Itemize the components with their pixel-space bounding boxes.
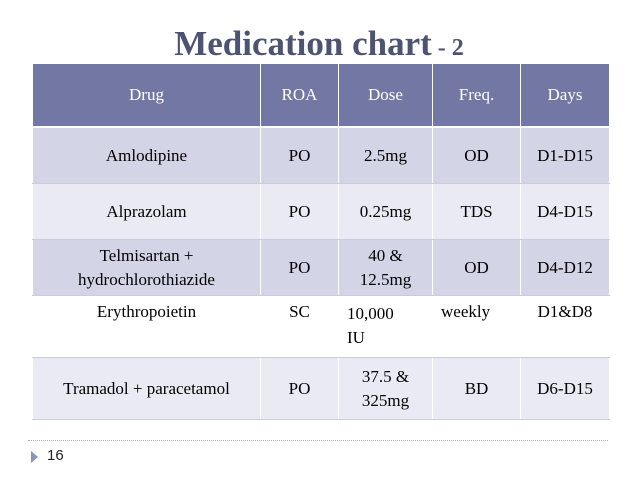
slide-title-sub: - 2 <box>431 35 464 61</box>
cell-roa: PO <box>260 183 339 240</box>
cell-dose: 2.5mg <box>338 127 433 184</box>
cell-roa: PO <box>260 239 339 296</box>
table-row: Amlodipine PO 2.5mg OD D1-D15 <box>32 127 610 184</box>
cell-freq: TDS <box>432 183 521 240</box>
cell-drug: Amlodipine <box>32 127 261 184</box>
header-drug: Drug <box>32 64 261 128</box>
cell-roa: PO <box>260 357 339 420</box>
slide-title: Medication chart - 2 <box>0 24 638 64</box>
cell-dose-line2: 12.5mg <box>359 269 412 289</box>
cell-dose: 10,000 IU <box>338 295 433 358</box>
cell-days: D4-D15 <box>520 183 610 240</box>
cell-drug: Telmisartan + hydrochlorothiazide <box>32 239 261 296</box>
cell-drug-line2: hydrochlorothiazide <box>78 269 215 289</box>
cell-drug: Erythropoietin <box>32 295 261 358</box>
cell-dose: 40 & 12.5mg <box>338 239 433 296</box>
triangle-bullet-icon <box>31 451 38 463</box>
table-row: Telmisartan + hydrochlorothiazide PO 40 … <box>32 239 610 296</box>
cell-roa: PO <box>260 127 339 184</box>
cell-drug: Alprazolam <box>32 183 261 240</box>
cell-freq: weekly <box>432 295 521 358</box>
cell-drug-line1: Telmisartan + <box>99 245 194 265</box>
cell-dose-line1: 40 & <box>368 245 403 265</box>
cell-dose-line2: 325mg <box>361 390 410 410</box>
table-header-row: Drug ROA Dose Freq. Days <box>32 64 610 128</box>
cell-freq: OD <box>432 127 521 184</box>
table-row: Erythropoietin SC 10,000 IU weekly D1&D8 <box>32 295 610 358</box>
cell-days: D1&D8 <box>520 295 610 358</box>
table-row: Tramadol + paracetamol PO 37.5 & 325mg B… <box>32 357 610 420</box>
header-freq: Freq. <box>432 64 521 128</box>
cell-roa: SC <box>260 295 339 358</box>
header-dose: Dose <box>338 64 433 128</box>
cell-dose: 0.25mg <box>338 183 433 240</box>
cell-days: D6-D15 <box>520 357 610 420</box>
slide-title-main: Medication chart <box>174 24 432 63</box>
header-roa: ROA <box>260 64 339 128</box>
cell-freq: BD <box>432 357 521 420</box>
table-row: Alprazolam PO 0.25mg TDS D4-D15 <box>32 183 610 240</box>
slide-number: 16 <box>47 447 64 464</box>
cell-dose-line1: 37.5 & <box>361 366 410 386</box>
footer-divider <box>28 440 608 441</box>
cell-freq: OD <box>432 239 521 296</box>
medication-table: Drug ROA Dose Freq. Days Amlodipine PO 2… <box>32 64 610 420</box>
cell-days: D1-D15 <box>520 127 610 184</box>
cell-days: D4-D12 <box>520 239 610 296</box>
cell-dose-line1: 10,000 <box>347 304 394 323</box>
header-days: Days <box>520 64 610 128</box>
cell-drug: Tramadol + paracetamol <box>32 357 261 420</box>
cell-dose-line2: IU <box>347 328 365 347</box>
cell-dose: 37.5 & 325mg <box>338 357 433 420</box>
